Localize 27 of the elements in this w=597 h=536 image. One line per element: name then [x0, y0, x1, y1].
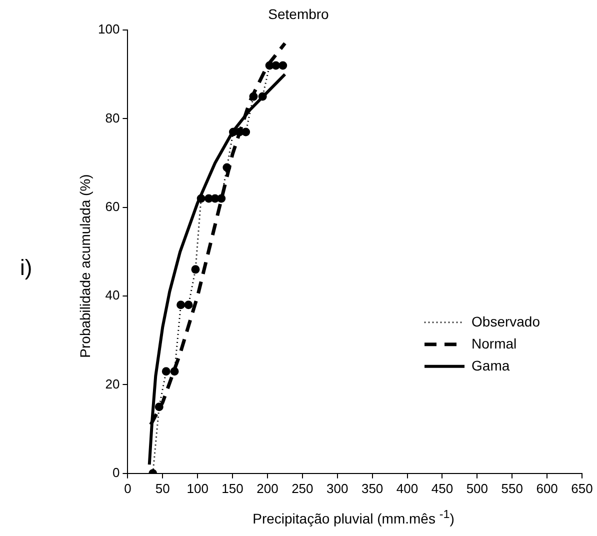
x-tick-label: 0: [124, 480, 132, 496]
x-tick-label: 50: [155, 480, 170, 496]
y-tick-label: 100: [98, 22, 120, 37]
legend-label: Gama: [472, 357, 510, 374]
x-tick-label: 150: [222, 480, 244, 496]
y-tick-label: 20: [105, 376, 120, 392]
x-tick-label: 200: [256, 480, 278, 496]
y-axis-title: Probabilidade acumulada (%): [77, 173, 93, 360]
x-axis-title: Precipitação pluvial (mm.mês $^{-1}$): [252, 508, 456, 527]
legend-label: Normal: [472, 335, 517, 352]
x-tick-label: 650: [571, 480, 593, 496]
legend-label: Observado: [472, 313, 540, 330]
x-tick-label: 300: [326, 480, 348, 496]
x-tick-label: 550: [501, 480, 523, 496]
y-tick-label: 60: [105, 198, 120, 214]
x-tick-label: 450: [431, 480, 454, 496]
y-tick-label: 40: [105, 288, 120, 303]
y-tick-label: 80: [105, 110, 120, 126]
x-tick-label: 350: [361, 480, 384, 496]
x-tick-label: 100: [186, 480, 208, 496]
text: i): [20, 255, 32, 281]
y-tick-label: 0: [112, 464, 120, 480]
x-tick-label: 400: [396, 480, 418, 496]
x-tick-label: 250: [292, 480, 314, 496]
chart-title: Setembro: [267, 6, 330, 22]
x-tick-label: 500: [466, 480, 488, 496]
x-tick-label: 600: [536, 480, 558, 496]
